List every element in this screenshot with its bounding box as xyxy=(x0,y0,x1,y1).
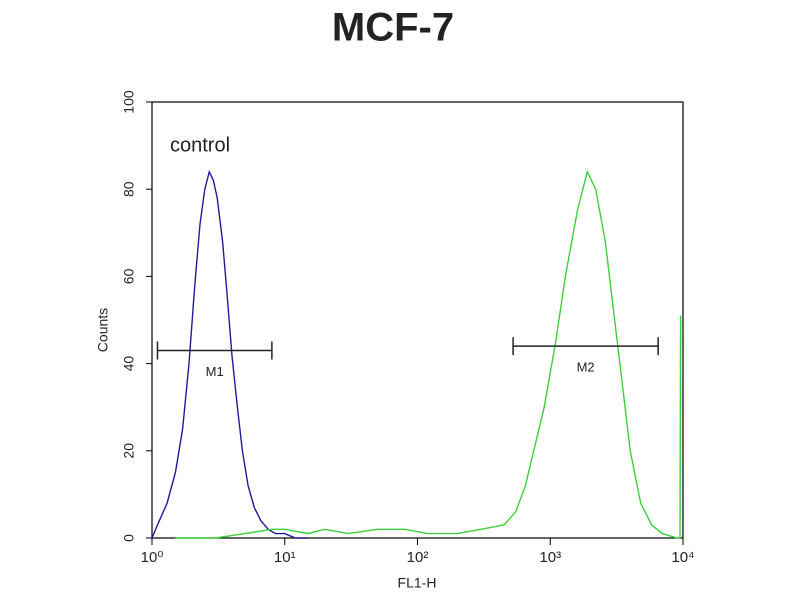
gate-label: M1 xyxy=(206,364,224,379)
histogram-line xyxy=(151,169,309,539)
y-tick-label: 60 xyxy=(121,268,137,284)
y-tick-label: 100 xyxy=(121,90,137,114)
x-tick-label: 10² xyxy=(407,549,429,566)
y-tick-label: 20 xyxy=(121,443,137,459)
x-axis-label: FL1-H xyxy=(398,575,437,591)
chart-title: MCF-7 xyxy=(332,6,454,50)
gate-label: M2 xyxy=(577,360,595,375)
x-tick-label: 10³ xyxy=(539,549,561,566)
y-tick-label: 0 xyxy=(121,534,137,542)
y-tick-label: 80 xyxy=(121,181,137,197)
x-tick-label: 10⁴ xyxy=(671,549,694,566)
x-tick-label: 10⁰ xyxy=(141,549,164,566)
plot-frame xyxy=(151,101,684,539)
histogram-line xyxy=(175,169,682,539)
x-tick-label: 10¹ xyxy=(274,549,296,566)
y-axis-label: Counts xyxy=(95,308,111,352)
annotation: control xyxy=(170,134,230,156)
y-tick-label: 40 xyxy=(121,356,137,372)
